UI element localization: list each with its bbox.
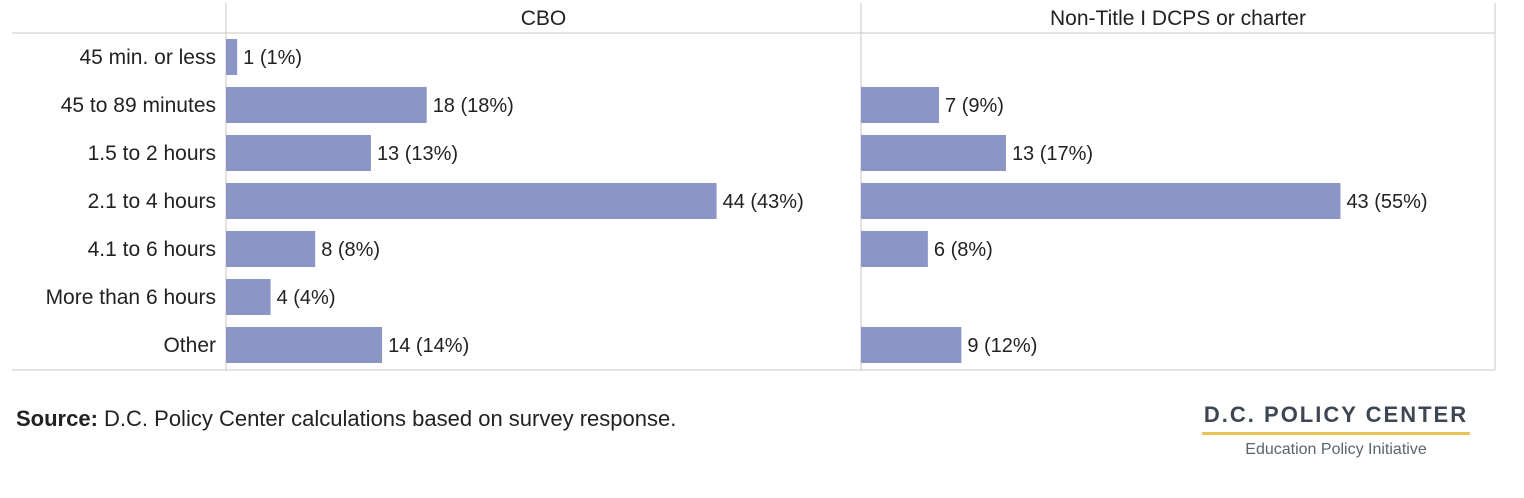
bar bbox=[861, 231, 928, 267]
category-label: 45 to 89 minutes bbox=[61, 94, 216, 117]
data-label: 13 (13%) bbox=[377, 143, 458, 165]
data-label: 1 (1%) bbox=[243, 47, 302, 69]
bar bbox=[226, 231, 316, 267]
source-note: Source: D.C. Policy Center calculations … bbox=[16, 406, 676, 432]
bar bbox=[226, 327, 383, 363]
data-label: 14 (14%) bbox=[388, 335, 469, 357]
data-label: 18 (18%) bbox=[433, 95, 514, 117]
category-label: 4.1 to 6 hours bbox=[88, 238, 216, 261]
category-label: 45 min. or less bbox=[79, 46, 216, 69]
logo-subtitle: Education Policy Initiative bbox=[1245, 441, 1427, 458]
category-label: 1.5 to 2 hours bbox=[88, 142, 216, 165]
bar bbox=[226, 87, 427, 123]
bar bbox=[226, 135, 371, 171]
data-label: 44 (43%) bbox=[723, 191, 804, 213]
data-label: 6 (8%) bbox=[934, 239, 993, 261]
panel-header: Non-Title I DCPS or charter bbox=[1050, 7, 1306, 30]
logo-name: D.C. POLICY CENTER bbox=[1203, 402, 1469, 427]
data-label: 7 (9%) bbox=[945, 95, 1004, 117]
bar-chart: CBO Non-Title I DCPS or charter 45 min. or… bbox=[12, 3, 1496, 371]
bar bbox=[861, 135, 1006, 171]
panel-header: CBO bbox=[521, 7, 567, 30]
category-label: Other bbox=[163, 334, 216, 357]
data-label: 13 (17%) bbox=[1012, 143, 1093, 165]
bar bbox=[226, 39, 238, 75]
source-text: D.C. Policy Center calculations based on… bbox=[97, 406, 677, 431]
source-label: Source: bbox=[16, 406, 98, 431]
bar bbox=[226, 183, 717, 219]
data-label: 8 (8%) bbox=[321, 239, 380, 261]
data-label: 43 (55%) bbox=[1346, 191, 1427, 213]
data-label: 9 (12%) bbox=[967, 335, 1037, 357]
bar bbox=[861, 87, 940, 123]
data-label: 4 (4%) bbox=[277, 287, 336, 309]
category-label: More than 6 hours bbox=[46, 286, 216, 309]
bar bbox=[861, 183, 1341, 219]
bar bbox=[861, 327, 962, 363]
bar bbox=[226, 279, 271, 315]
logo: D.C. POLICY CENTER Education Policy Init… bbox=[1200, 402, 1472, 459]
category-label: 2.1 to 4 hours bbox=[88, 190, 216, 213]
logo-rule bbox=[1202, 432, 1470, 435]
